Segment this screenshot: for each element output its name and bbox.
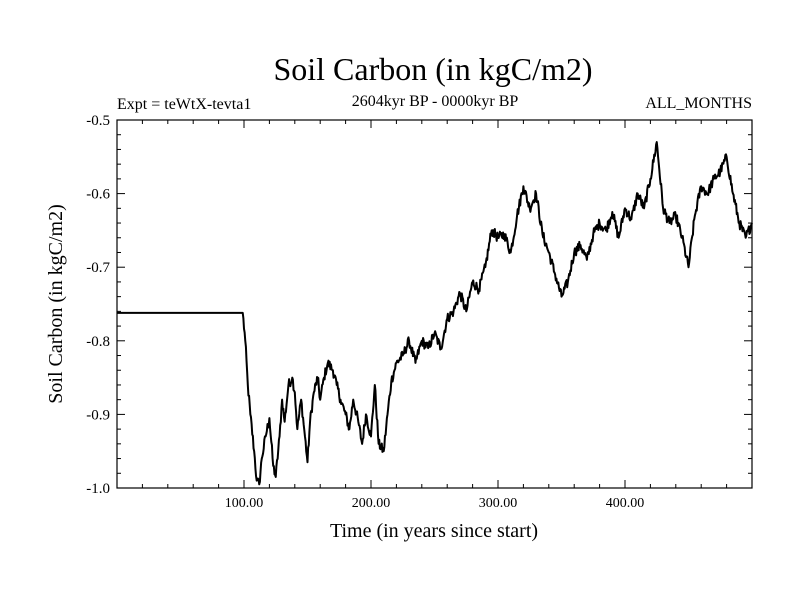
y-tick-label: -1.0 <box>86 481 110 497</box>
y-tick-label: -0.8 <box>86 334 110 350</box>
y-tick-label: -0.5 <box>86 113 110 129</box>
series-line <box>117 141 753 486</box>
y-axis-ticks: -1.0 -0.9 -0.8 -0.7 -0.6 -0.5 <box>86 113 752 497</box>
y-tick-label: -0.9 <box>86 407 110 423</box>
x-tick-label: 100.00 <box>225 496 264 511</box>
x-tick-label: 300.00 <box>479 496 518 511</box>
x-tick-label: 400.00 <box>606 496 645 511</box>
x-axis-label: Time (in years since start) <box>330 520 538 542</box>
subtitle-center: 2604kyr BP - 0000kyr BP <box>352 93 519 110</box>
subtitle-right: ALL_MONTHS <box>645 95 752 112</box>
y-tick-label: -0.7 <box>86 260 110 276</box>
x-axis-ticks: 100.00 200.00 300.00 400.00 <box>141 120 728 511</box>
subtitle-left: Expt = teWtX-tevta1 <box>117 96 251 113</box>
y-tick-label: -0.6 <box>86 187 110 203</box>
x-tick-label: 200.00 <box>352 496 391 511</box>
chart-title: Soil Carbon (in kgC/m2) <box>273 51 592 87</box>
plot-frame <box>116 119 753 489</box>
y-axis-label: Soil Carbon (in kgC/m2) <box>45 204 67 403</box>
